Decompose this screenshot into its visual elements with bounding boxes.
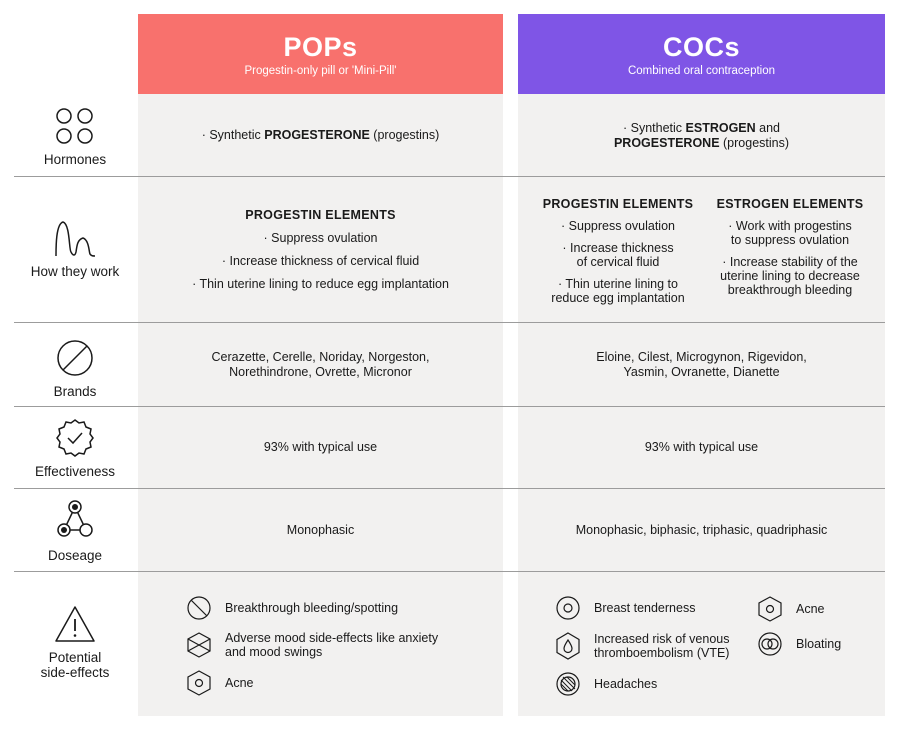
coc-estrogen-item: · Increase stability of the uterine linin… [720,255,860,297]
side-effect-text: Bloating [796,637,842,651]
coc-title: COCs [662,32,740,62]
effectiveness-label: Effectiveness [34,464,116,479]
pop-brands: Cerazette, Cerelle, Noriday, Norgeston, … [138,350,503,380]
coc-side-effect-item: Breast tenderness [555,595,695,621]
pop-header: POPs Progestin-only pill or 'Mini-Pill' [138,14,503,94]
how-label: How they work [30,264,120,279]
coc-dosage: Monophasic, biphasic, triphasic, quadrip… [575,523,828,537]
target-circle-icon [556,596,580,620]
coc-estrogen-item: · Work with progestins to suppress ovulat… [728,219,852,247]
pop-subtitle: Progestin-only pill or 'Mini-Pill' [244,65,397,77]
row-label-dosage: Doseage [14,498,136,563]
side-effect-text: Headaches [594,677,658,691]
coc-brands-line: Yasmin, Ovranette, Dianette [623,365,780,379]
pop-title: POPs [283,32,358,62]
coc-how-estrogen: ESTROGEN ELEMENTS · Work with progestins… [704,197,876,305]
hexagon-icon [758,596,782,622]
pop-side-effect-item: Acne [186,669,254,697]
row-label-side-effects: Potential side-effects [14,604,136,680]
coc-hormones: · Synthetic ESTROGEN and PROGESTERONE (p… [518,121,885,151]
hormones-label: Hormones [43,152,107,167]
coc-brands: Eloine, Cilest, Microgynon, Rigevidon, Y… [518,350,885,380]
hatched-circle-icon [556,672,580,696]
row-label-brands: Brands [14,338,136,399]
coc-side-effect-item: Headaches [555,671,657,697]
pop-how-item: · Suppress ovulation [263,231,378,245]
molecule-icon [57,500,93,537]
pop-side-effect-item: Adverse mood side-effects like anxiety an… [186,631,438,659]
row-label-how: How they work [14,216,136,279]
side-effect-text: Breakthrough bleeding/spotting [225,601,399,615]
row-label-effectiveness: Effectiveness [14,418,136,479]
pop-brands-line: Cerazette, Cerelle, Noriday, Norgeston, [211,350,430,364]
dosage-label: Doseage [47,548,103,563]
coc-progestin-heading: PROGESTIN ELEMENTS [542,197,694,211]
slashed-circle-icon [57,340,93,376]
hexagon-icon [187,670,211,696]
coc-brands-line: Eloine, Cilest, Microgynon, Rigevidon, [596,350,807,364]
crossed-hexagon-icon [187,632,211,658]
double-circle-icon [758,632,782,656]
coc-hormones-mid: and [755,121,781,135]
side-effect-text: Acne [225,676,254,690]
pop-how-heading: PROGESTIN ELEMENTS [245,208,396,222]
coc-progestin-item: · Thin uterine lining to reduce egg impla… [551,277,685,305]
warning-triangle-icon [55,606,95,642]
coc-hormones-strong1: ESTROGEN [685,121,756,135]
coc-hormones-suffix: (progestins) [719,136,790,150]
coc-how-progestin: PROGESTIN ELEMENTS · Suppress ovulation … [532,197,704,313]
row-divider [14,176,885,177]
no-circle-icon [187,596,211,620]
wave-graph-icon [55,221,96,257]
pop-hormones-suffix: (progestins) [369,128,440,142]
side-effect-text: Breast tenderness [594,601,696,615]
pop-how-item: · Thin uterine lining to reduce egg impl… [192,277,449,291]
coc-effectiveness: 93% with typical use [644,440,759,454]
side-effects-label-line1: Potential [48,650,102,665]
side-effects-label-line2: side-effects [40,665,110,680]
pop-brands-line: Norethindrone, Ovrette, Micronor [229,365,412,379]
coc-header: COCs Combined oral contraception [518,14,885,94]
row-divider [14,406,885,407]
pop-hormones-prefix: · Synthetic [201,128,265,142]
pop-hormones: · Synthetic PROGESTERONE (progestins) [138,128,503,143]
pop-how-item: · Increase thickness of cervical fluid [221,254,420,268]
pop-side-effect-item: Breakthrough bleeding/spotting [186,595,398,621]
coc-side-effect-item: Acne [757,595,825,623]
coc-progestin-item: · Suppress ovulation [561,219,675,233]
pop-column [138,94,503,716]
pop-hormones-strong: PROGESTERONE [264,128,370,142]
side-effect-text: Increased risk of venous thromboembolism … [594,632,730,660]
side-effect-text: Adverse mood side-effects like anxiety an… [225,631,439,659]
side-effect-text: Acne [796,602,825,616]
pop-how: PROGESTIN ELEMENTS · Suppress ovulation … [138,208,503,300]
row-divider [14,322,885,323]
coc-progestin-item: · Increase thickness of cervical fluid [562,241,674,269]
drop-hexagon-icon [556,632,580,660]
coc-estrogen-heading: ESTROGEN ELEMENTS [716,197,864,211]
coc-side-effect-item: Increased risk of venous thromboembolism … [555,631,730,661]
coc-column [518,94,885,716]
coc-subtitle: Combined oral contraception [627,65,776,77]
four-circles-icon [56,108,93,144]
coc-hormones-prefix: · Synthetic [622,121,686,135]
row-label-hormones: Hormones [14,106,136,167]
pop-effectiveness: 93% with typical use [263,440,378,454]
coc-hormones-strong2: PROGESTERONE [613,136,720,150]
row-divider [14,571,885,572]
brands-label: Brands [53,384,97,399]
row-divider [14,488,885,489]
pop-dosage: Monophasic [286,523,355,537]
coc-side-effect-item: Bloating [757,631,841,657]
check-badge-icon [56,419,94,457]
